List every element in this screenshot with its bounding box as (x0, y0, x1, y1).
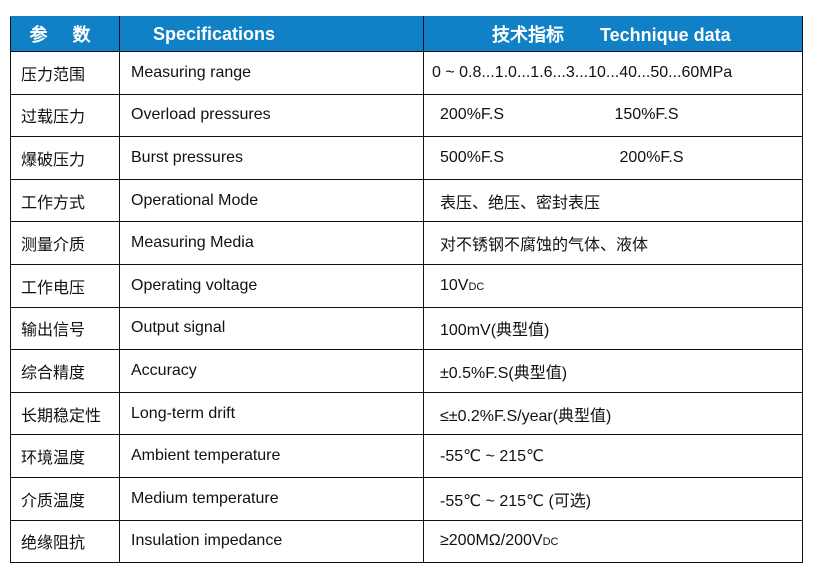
table-row: 长期稳定性 Long-term drift ≤±0.2%F.S/year(典型值… (10, 391, 803, 436)
param-en: Ambient temperature (119, 434, 424, 478)
param-cn: 环境温度 (10, 434, 120, 478)
value-secondary: 150%F.S (614, 106, 679, 124)
param-value: 表压、绝压、密封表压 (423, 178, 803, 223)
value: -55℃ ~ 215℃ (440, 448, 544, 466)
param-cn: 介质温度 (10, 476, 120, 521)
header-tech-cn: 技术指标 (492, 25, 564, 45)
value: 200%F.S (440, 106, 505, 124)
spec-table: 参 数 Specifications 技术指标 Technique data 压力… (10, 16, 803, 564)
table-row: 压力范围 Measuring range 0 ~ 0.8...1.0...1.6… (10, 51, 803, 95)
table-row: 测量介质 Measuring Media 对不锈钢不腐蚀的气体、液体 (10, 221, 803, 265)
value: 0 ~ 0.8...1.0...1.6...3...10...40...50..… (432, 63, 733, 81)
header-tech: 技术指标 Technique data (423, 16, 803, 52)
param-en: Long-term drift (119, 391, 424, 436)
header-spec: Specifications (119, 16, 424, 52)
param-cn: 压力范围 (10, 51, 120, 95)
param-value: ±0.5%F.S(典型值) (423, 349, 803, 393)
table-row: 工作方式 Operational Mode 表压、绝压、密封表压 (10, 178, 803, 223)
param-value: 10VDC (423, 263, 803, 308)
param-cn: 测量介质 (10, 221, 120, 265)
param-cn: 过载压力 (10, 93, 120, 138)
value: 表压、绝压、密封表压 (440, 194, 601, 212)
param-en: Insulation impedance (119, 519, 424, 564)
param-cn: 输出信号 (10, 306, 120, 351)
param-cn: 长期稳定性 (10, 391, 120, 436)
table-row: 输出信号 Output signal 100mV(典型值) (10, 306, 803, 351)
param-en: Burst pressures (119, 136, 424, 180)
value: ≤±0.2%F.S/year(典型值) (440, 407, 612, 425)
param-value: 500%F.S 200%F.S (423, 136, 803, 180)
value: ±0.5%F.S(典型值) (440, 364, 568, 382)
param-en: Output signal (119, 306, 424, 351)
table-row: 绝缘阻抗 Insulation impedance ≥200MΩ/200VDC (10, 519, 803, 564)
param-value: -55℃ ~ 215℃ (可选) (423, 476, 803, 521)
header-param: 参 数 (10, 16, 120, 52)
value: 对不锈钢不腐蚀的气体、液体 (440, 237, 649, 255)
table-row: 环境温度 Ambient temperature -55℃ ~ 215℃ (10, 434, 803, 478)
param-value: ≤±0.2%F.S/year(典型值) (423, 391, 803, 436)
param-en: Operating voltage (119, 263, 424, 308)
value: ≥200MΩ/200V (440, 532, 543, 550)
param-en: Measuring range (119, 51, 424, 95)
table-row: 综合精度 Accuracy ±0.5%F.S(典型值) (10, 349, 803, 393)
value: 10V (440, 276, 469, 294)
param-value: 200%F.S 150%F.S (423, 93, 803, 138)
param-cn: 工作方式 (10, 178, 120, 223)
param-value: 100mV(典型值) (423, 306, 803, 351)
value-secondary: 200%F.S (619, 148, 684, 166)
param-en: Overload pressures (119, 93, 424, 138)
param-en: Measuring Media (119, 221, 424, 265)
table-row: 工作电压 Operating voltage 10VDC (10, 263, 803, 308)
param-en: Medium temperature (119, 476, 424, 521)
param-value: 0 ~ 0.8...1.0...1.6...3...10...40...50..… (423, 51, 803, 95)
param-value: ≥200MΩ/200VDC (423, 519, 803, 564)
param-cn: 工作电压 (10, 263, 120, 308)
param-value: 对不锈钢不腐蚀的气体、液体 (423, 221, 803, 265)
table-row: 爆破压力 Burst pressures 500%F.S 200%F.S (10, 136, 803, 180)
param-value: -55℃ ~ 215℃ (423, 434, 803, 478)
param-en: Accuracy (119, 349, 424, 393)
value: 100mV(典型值) (440, 322, 550, 340)
header-row: 参 数 Specifications 技术指标 Technique data (10, 16, 803, 52)
param-cn: 综合精度 (10, 349, 120, 393)
value-subscript: DC (468, 280, 485, 293)
value: -55℃ ~ 215℃ (可选) (440, 492, 592, 510)
value-subscript: DC (542, 536, 559, 549)
param-cn: 绝缘阻抗 (10, 519, 120, 564)
param-cn: 爆破压力 (10, 136, 120, 180)
table-row: 过载压力 Overload pressures 200%F.S 150%F.S (10, 93, 803, 138)
value: 500%F.S (440, 148, 505, 166)
param-en: Operational Mode (119, 178, 424, 223)
table-row: 介质温度 Medium temperature -55℃ ~ 215℃ (可选) (10, 476, 803, 521)
header-tech-en: Technique data (600, 25, 731, 45)
